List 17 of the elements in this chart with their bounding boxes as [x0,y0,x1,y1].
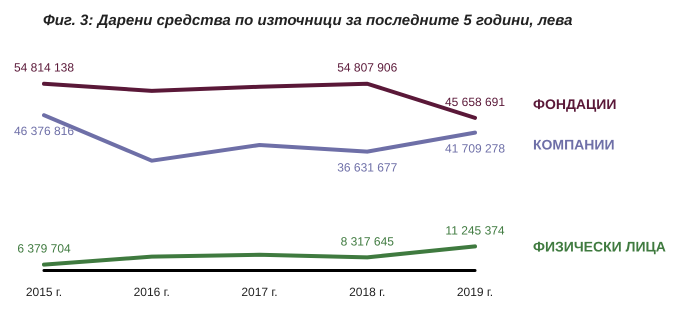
x-tick-label: 2019 г. [456,285,494,299]
x-tick-label: 2017 г. [241,285,278,299]
text: ФИЗИЧЕСКИ ЛИЦА [533,238,666,254]
x-tick-label: 2015 г. [26,285,62,299]
text: КОМПАНИИ [533,136,615,153]
data-label: 6 379 704 [17,242,72,256]
data-label: 36 631 677 [337,160,398,175]
x-tick-label: 2016 г. [134,285,170,299]
data-label: 45 658 691 [444,94,506,109]
data-label: 11 245 374 [445,223,505,238]
data-label: 41 709 278 [444,142,506,156]
data-label: 54 807 906 [337,60,398,75]
chart-title: Фиг. 3: Дарени средства по източници за последните 5 години, лева [43,12,572,29]
data-label: 8 317 645 [340,234,394,248]
text: ФОНДАЦИИ [533,96,616,112]
data-label: 54 814 138 [14,60,74,75]
x-tick-label: 2018 г. [349,285,386,299]
